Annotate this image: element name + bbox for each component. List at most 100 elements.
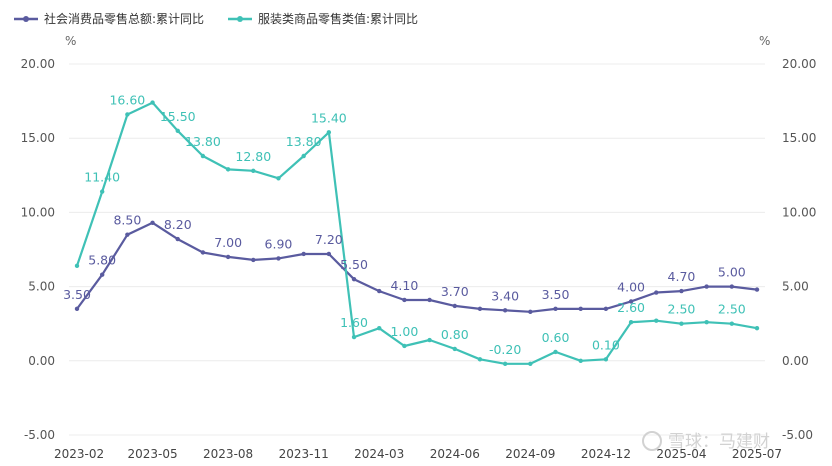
data-point-apparel-sales <box>502 361 508 366</box>
data-label-retail-sales: 5.50 <box>340 257 368 272</box>
data-point-apparel-sales <box>326 130 332 135</box>
data-label-retail-sales: 3.50 <box>542 287 570 302</box>
data-label-retail-sales: 7.00 <box>214 235 242 250</box>
legend-item-series-b[interactable]: 服装类商品零售类值:累计同比 <box>228 11 418 26</box>
data-point-apparel-sales <box>528 361 533 366</box>
data-point-retail-sales <box>99 272 105 277</box>
data-point-retail-sales <box>704 284 709 289</box>
y-tick-label-left: 0.00 <box>28 354 55 368</box>
data-label-apparel-sales: 12.80 <box>235 149 271 164</box>
legend-label-series-b: 服装类商品零售类值:累计同比 <box>258 11 418 26</box>
watermark-text: 雪球：马建财 <box>668 432 770 452</box>
watermark-logo-icon <box>642 431 662 451</box>
series-line-retail-sales <box>76 221 758 313</box>
data-point-retail-sales <box>553 306 558 312</box>
data-point-apparel-sales <box>225 167 231 172</box>
data-label-apparel-sales: 1.60 <box>340 315 368 330</box>
data-point-apparel-sales <box>729 321 735 326</box>
legend: 社会消费品零售总额:累计同比 服装类商品零售类值:累计同比 <box>14 11 418 26</box>
data-point-retail-sales <box>150 220 155 225</box>
data-point-apparel-sales <box>276 176 281 181</box>
x-tick-label: 2023-08 <box>203 447 253 461</box>
data-point-apparel-sales <box>200 153 206 159</box>
y-tick-label-right: 0.00 <box>782 354 809 368</box>
x-tick-label: 2024-03 <box>354 447 404 461</box>
data-point-retail-sales <box>603 306 609 312</box>
data-label-retail-sales: 6.90 <box>265 236 293 251</box>
data-point-retail-sales <box>326 251 332 257</box>
left-y-axis: 20.00 15.00 10.00 5.00 0.00 -5.00 <box>21 57 55 442</box>
data-label-retail-sales: 4.10 <box>390 278 418 293</box>
data-point-apparel-sales <box>402 343 407 349</box>
data-label-retail-sales: 4.70 <box>668 269 696 284</box>
x-tick-label: 2024-12 <box>581 447 631 461</box>
data-point-retail-sales <box>754 287 760 292</box>
data-point-apparel-sales <box>377 325 382 331</box>
x-axis: 2023-02 2023-05 2023-08 2023-11 2024-03 2024-… <box>54 447 782 461</box>
data-label-apparel-sales: 2.50 <box>718 302 746 317</box>
data-point-retail-sales <box>654 290 659 295</box>
y-tick-label-left: 15.00 <box>21 131 55 145</box>
data-point-retail-sales <box>225 254 231 260</box>
legend-marker-series-a <box>23 16 29 22</box>
data-point-retail-sales <box>125 232 130 237</box>
data-label-retail-sales: 3.50 <box>63 287 91 302</box>
legend-item-series-a[interactable]: 社会消费品零售总额:累计同比 <box>14 11 204 26</box>
data-point-retail-sales <box>200 250 206 255</box>
series-lines <box>74 100 760 366</box>
data-point-apparel-sales <box>654 318 659 323</box>
data-label-apparel-sales: 11.40 <box>84 170 120 185</box>
data-point-retail-sales <box>175 236 180 242</box>
data-label-apparel-sales: 15.50 <box>160 109 196 124</box>
data-point-apparel-sales <box>603 357 609 362</box>
series-line-apparel-sales <box>75 101 758 365</box>
data-point-apparel-sales <box>628 320 634 325</box>
data-label-apparel-sales: 13.80 <box>286 134 322 149</box>
data-point-retail-sales <box>276 256 281 261</box>
data-point-retail-sales <box>377 288 382 294</box>
x-tick-label: 2024-09 <box>505 447 555 461</box>
data-point-apparel-sales <box>125 112 130 117</box>
data-point-apparel-sales <box>301 153 306 159</box>
data-point-apparel-sales <box>99 189 105 194</box>
x-tick-label: 2024-06 <box>430 447 480 461</box>
data-point-retail-sales <box>251 257 256 263</box>
data-label-retail-sales: 8.20 <box>164 217 192 232</box>
data-point-retail-sales <box>427 297 432 303</box>
y-tick-label-right: 5.00 <box>782 280 809 294</box>
data-point-retail-sales <box>729 284 735 289</box>
data-label-apparel-sales: -0.20 <box>489 342 521 357</box>
data-label-apparel-sales: 13.80 <box>185 134 221 149</box>
x-tick-label: 2025-04 <box>656 447 706 461</box>
data-label-retail-sales: 3.40 <box>491 288 519 303</box>
data-label-apparel-sales: 2.50 <box>668 302 696 317</box>
data-point-apparel-sales <box>427 337 432 343</box>
data-point-retail-sales <box>679 288 684 294</box>
data-label-retail-sales: 5.00 <box>718 265 746 280</box>
y-tick-label-right: 15.00 <box>782 131 816 145</box>
y-tick-label-right: -5.00 <box>782 428 813 442</box>
data-point-retail-sales <box>301 251 306 257</box>
data-point-retail-sales <box>578 306 583 312</box>
data-point-apparel-sales <box>251 168 256 174</box>
x-tick-label: 2023-11 <box>279 447 329 461</box>
x-tick-label: 2023-02 <box>54 447 104 461</box>
y-tick-label-left: -5.00 <box>24 428 55 442</box>
data-point-retail-sales <box>477 306 483 312</box>
x-tick-label: 2023-05 <box>127 447 177 461</box>
data-point-apparel-sales <box>553 349 558 355</box>
data-label-retail-sales: 5.80 <box>88 253 116 268</box>
data-label-apparel-sales: 16.60 <box>109 92 145 107</box>
x-tick-label: 2025-07 <box>732 447 782 461</box>
legend-marker-series-b <box>237 16 243 22</box>
data-point-apparel-sales <box>477 357 483 362</box>
data-label-retail-sales: 3.70 <box>441 284 469 299</box>
y-tick-label-right: 10.00 <box>782 205 816 219</box>
data-point-apparel-sales <box>754 325 760 331</box>
data-point-retail-sales <box>628 299 634 304</box>
y-tick-label-right: 20.00 <box>782 57 816 71</box>
data-label-retail-sales: 8.50 <box>113 213 141 228</box>
data-point-apparel-sales <box>679 321 684 326</box>
data-label-apparel-sales: 0.60 <box>542 330 570 345</box>
